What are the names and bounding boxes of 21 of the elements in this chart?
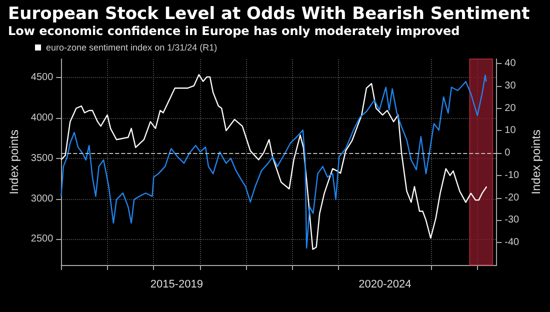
y2-tick-label: 0	[504, 148, 511, 159]
y2-axis-title: Index points	[529, 130, 543, 194]
y-tick-label: 3000	[30, 193, 54, 204]
y2-tick-label: 20	[504, 102, 516, 114]
x-tick-label: 2020-2024	[358, 278, 412, 290]
x-tick-label: 2015-2019	[150, 278, 203, 290]
y-axis-title: Index points	[7, 130, 21, 194]
chart-subtitle: Low economic confidence in Europe has only moderately improved	[8, 24, 460, 38]
y-tick-label: 3500	[30, 152, 54, 164]
y-tick-label: 4500	[30, 72, 54, 84]
y2-tick-label: 40	[504, 58, 516, 69]
y2-tick-label: 30	[504, 80, 516, 92]
y-tick-label: 4000	[30, 112, 54, 124]
y2-tick-label: -20	[504, 192, 520, 204]
y2-tick-label: -30	[504, 214, 520, 226]
y2-tick-label: -40	[504, 237, 520, 248]
chart-title: European Stock Level at Odds With Bearish Sentiment	[8, 4, 530, 24]
y2-tick-label: 10	[504, 125, 516, 136]
y2-tick-label: -10	[504, 170, 520, 181]
legend-label: euro-zone sentiment index on 1/31/24 (R1)	[46, 42, 218, 52]
y-tick-label: 2500	[30, 234, 54, 245]
